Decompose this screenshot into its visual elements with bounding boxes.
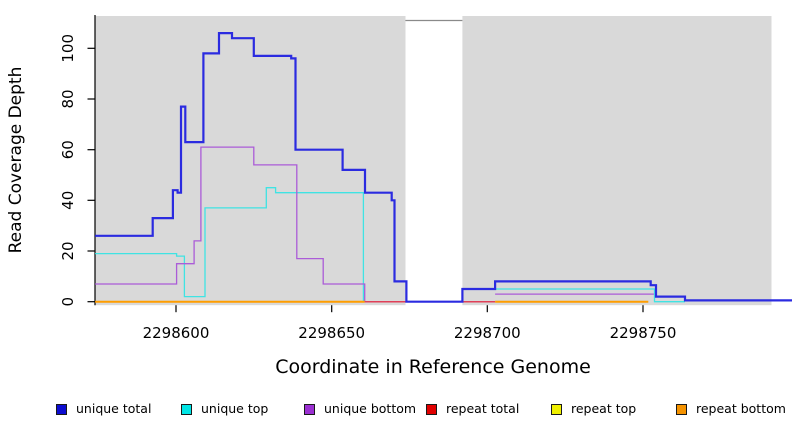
axis-layer: 0 20 40 60 80 100 2298600 2298650 2298700 2298750 xyxy=(59,15,676,342)
series-line-unique-top xyxy=(95,187,463,303)
series-line-unique-total xyxy=(95,32,792,303)
legend-swatch-repeat-top xyxy=(551,403,562,415)
legend-item-repeat-top: repeat top xyxy=(551,401,636,417)
y-tick-label: 60 xyxy=(59,140,77,159)
series-line-unique-bottom xyxy=(95,146,463,303)
legend-swatch-unique-bottom xyxy=(304,403,315,415)
legend-swatch-repeat-bottom xyxy=(676,403,687,415)
y-tick-label: 100 xyxy=(59,34,77,63)
y-tick-label: 40 xyxy=(59,191,77,210)
covered-region xyxy=(462,16,772,306)
x-tick-label: 2298650 xyxy=(298,324,365,342)
legend-item-unique-top: unique top xyxy=(181,401,268,417)
legend-item-unique-total: unique total xyxy=(56,401,151,417)
legend-item-unique-bottom: unique bottom xyxy=(304,401,416,417)
y-axis-label: Read Coverage Depth xyxy=(6,67,26,254)
legend-item-repeat-total: repeat total xyxy=(426,401,519,417)
x-tick-label: 2298600 xyxy=(143,324,210,342)
y-tick-label: 80 xyxy=(59,89,77,108)
x-tick-label: 2298750 xyxy=(610,324,677,342)
legend-swatch-unique-top xyxy=(181,403,192,415)
legend-label: repeat bottom xyxy=(696,401,786,416)
plot-background-layer xyxy=(95,16,772,306)
y-tick-label: 0 xyxy=(59,297,77,307)
y-tick-label: 20 xyxy=(59,241,77,260)
legend-swatch-unique-total xyxy=(56,403,67,415)
legend-label: unique total xyxy=(76,401,152,416)
x-axis-label: Coordinate in Reference Genome xyxy=(275,356,591,378)
x-tick-label: 2298700 xyxy=(454,324,521,342)
series-line-unique-top xyxy=(495,288,685,303)
series-layer xyxy=(95,32,792,303)
legend-label: unique bottom xyxy=(324,401,417,416)
legend-label: repeat top xyxy=(571,401,637,416)
chart-legend: unique total unique top unique bottom repea… xyxy=(0,401,792,421)
legend-label: unique top xyxy=(201,401,269,416)
legend-item-repeat-bottom: repeat bottom xyxy=(676,401,786,417)
legend-swatch-repeat-total xyxy=(426,403,437,415)
legend-label: repeat total xyxy=(446,401,520,416)
covered-region xyxy=(95,16,406,306)
